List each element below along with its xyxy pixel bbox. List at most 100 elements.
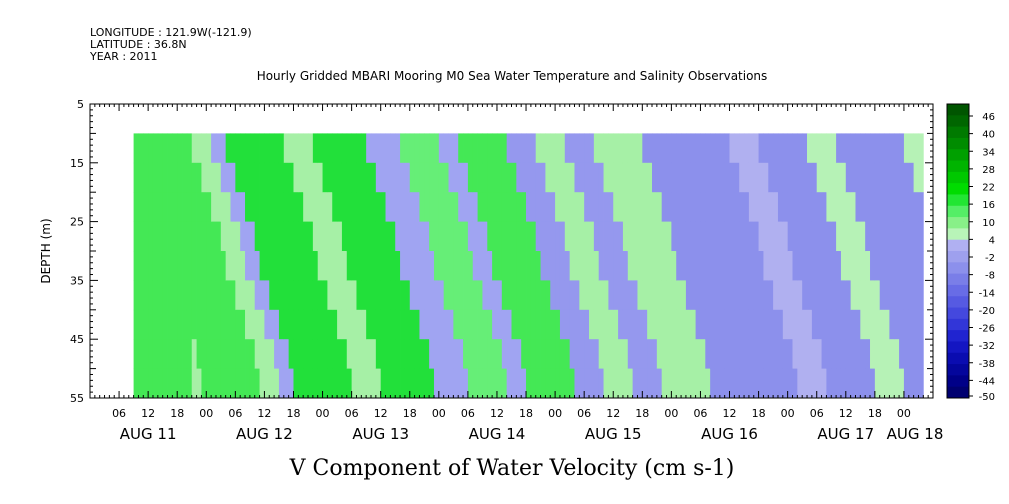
heatmap-cell [337,221,343,252]
heatmap-cell [235,309,241,340]
heatmap-cell [899,339,905,369]
heatmap-cell [167,192,173,222]
heatmap-cell [710,339,716,369]
heatmap-cell [249,280,256,311]
heatmap-cell [215,192,222,222]
x-hour-label: 12 [839,407,853,420]
heatmap-cell [371,162,377,193]
heatmap-cell [404,221,411,252]
heatmap-cell [380,162,386,193]
heatmap-cell [400,309,406,340]
heatmap-cell [661,309,667,340]
heatmap-cell [526,192,532,222]
heatmap-cell [729,133,735,164]
heatmap-cell [511,368,517,399]
heatmap-cell [647,133,653,164]
heatmap-cell [540,339,546,369]
heatmap-cell [433,192,440,222]
heatmap-cell [380,251,386,281]
heatmap-cell [191,251,197,281]
heatmap-cell [327,162,333,193]
heatmap-cell [521,339,527,369]
heatmap-cell [782,133,789,164]
heatmap-cell [676,368,682,399]
heatmap-cell [913,251,919,281]
heatmap-cell [739,339,745,369]
heatmap-cell [157,133,164,164]
heatmap-cell [240,368,246,399]
heatmap-cell [463,280,469,311]
heatmap-cell [540,221,546,252]
heatmap-cell [274,221,280,252]
heatmap-cell [642,221,648,252]
heatmap-cell [400,133,406,164]
heatmap-cell [230,251,236,281]
colorbar-tick-label: 34 [982,147,995,158]
heatmap-cell [530,192,537,222]
heatmap-cell [458,280,464,311]
heatmap-cell [899,192,905,222]
heatmap-cell [850,339,856,369]
heatmap-cell [710,192,716,222]
heatmap-cell [613,162,619,193]
heatmap-cell [632,339,638,369]
heatmap-cell [463,339,469,369]
heatmap-cell [739,280,745,311]
heatmap-cell [608,133,614,164]
heatmap-cell [574,251,580,281]
heatmap-cell [724,192,730,222]
heatmap-cell [211,133,217,164]
heatmap-cell [429,221,435,252]
heatmap-cell [317,192,323,222]
heatmap-cell [526,309,532,340]
heatmap-cell [637,251,643,281]
heatmap-cell [729,280,735,311]
heatmap-cell [424,162,430,193]
heatmap-cell [264,368,270,399]
heatmap-cell [632,368,638,399]
heatmap-cell [831,221,837,252]
heatmap-cell [530,133,537,164]
heatmap-cell [448,280,454,311]
heatmap-cell [206,221,212,252]
heatmap-cell [443,221,449,252]
heatmap-cell [283,162,290,193]
heatmap-cell [433,221,440,252]
heatmap-cell [884,192,890,222]
heatmap-cell [395,192,401,222]
heatmap-cell [269,339,275,369]
heatmap-cell [526,133,532,164]
heatmap-cell [574,192,580,222]
heatmap-cell [332,339,338,369]
heatmap-cell [172,251,178,281]
heatmap-cell [230,192,236,222]
heatmap-cell [569,368,575,399]
heatmap-cell [603,339,609,369]
heatmap-cell [889,251,895,281]
heatmap-cell [264,251,270,281]
heatmap-cell [506,251,512,281]
heatmap-cell [685,251,692,281]
heatmap-cell [627,162,634,193]
heatmap-cell [589,133,595,164]
heatmap-cell [230,221,236,252]
heatmap-cell [666,251,672,281]
heatmap-cell [840,368,847,399]
heatmap-cell [501,162,508,193]
heatmap-cell [143,221,149,252]
heatmap-cell [685,309,692,340]
heatmap-cell [143,162,149,193]
heatmap-cell [744,192,750,222]
heatmap-cell [879,162,885,193]
heatmap-cell [642,368,648,399]
heatmap-cell [322,339,328,369]
heatmap-cell [903,133,910,164]
heatmap-cell [254,162,260,193]
heatmap-cell [201,192,207,222]
heatmap-cell [400,368,406,399]
heatmap-cell [782,280,789,311]
heatmap-cell [472,221,478,252]
heatmap-cell [424,339,430,369]
heatmap-cell [884,133,890,164]
heatmap-cell [710,162,716,193]
